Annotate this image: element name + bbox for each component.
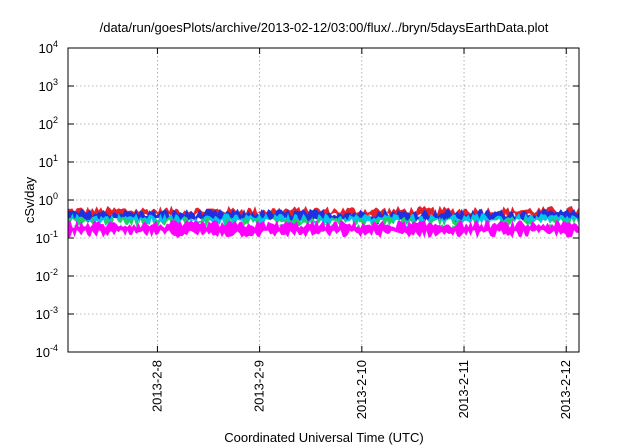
x-tick-label: 2013-2-9 <box>252 360 267 412</box>
y-tick-label: 102 <box>39 115 58 132</box>
data-bands <box>67 205 579 239</box>
x-axis: 2013-2-8 2013-2-9 2013-2-10 2013-2-11 2013-2… <box>149 48 573 419</box>
y-tick-label: 10-3 <box>36 305 58 322</box>
y-axis-label: cSv/day <box>22 176 37 223</box>
x-tick-label: 2013-2-8 <box>149 360 164 412</box>
y-tick-label: 10-1 <box>36 229 58 246</box>
y-tick-label: 103 <box>39 77 58 94</box>
y-tick-label: 10-4 <box>36 343 58 360</box>
grid <box>68 48 579 352</box>
chart-title: /data/run/goesPlots/archive/2013-02-12/0… <box>100 20 549 35</box>
x-tick-label: 2013-2-10 <box>354 360 369 419</box>
y-tick-label: 104 <box>39 39 58 56</box>
x-axis-label: Coordinated Universal Time (UTC) <box>224 430 423 445</box>
data-band-5 <box>67 219 579 239</box>
y-axis: 10-4 10-3 10-2 10-1 100 101 102 103 104 <box>36 39 579 360</box>
y-tick-label: 100 <box>39 191 58 208</box>
y-tick-label: 101 <box>39 153 58 170</box>
y-tick-label: 10-2 <box>36 267 58 284</box>
x-tick-label: 2013-2-11 <box>456 360 471 418</box>
x-tick-label: 2013-2-12 <box>558 360 573 419</box>
